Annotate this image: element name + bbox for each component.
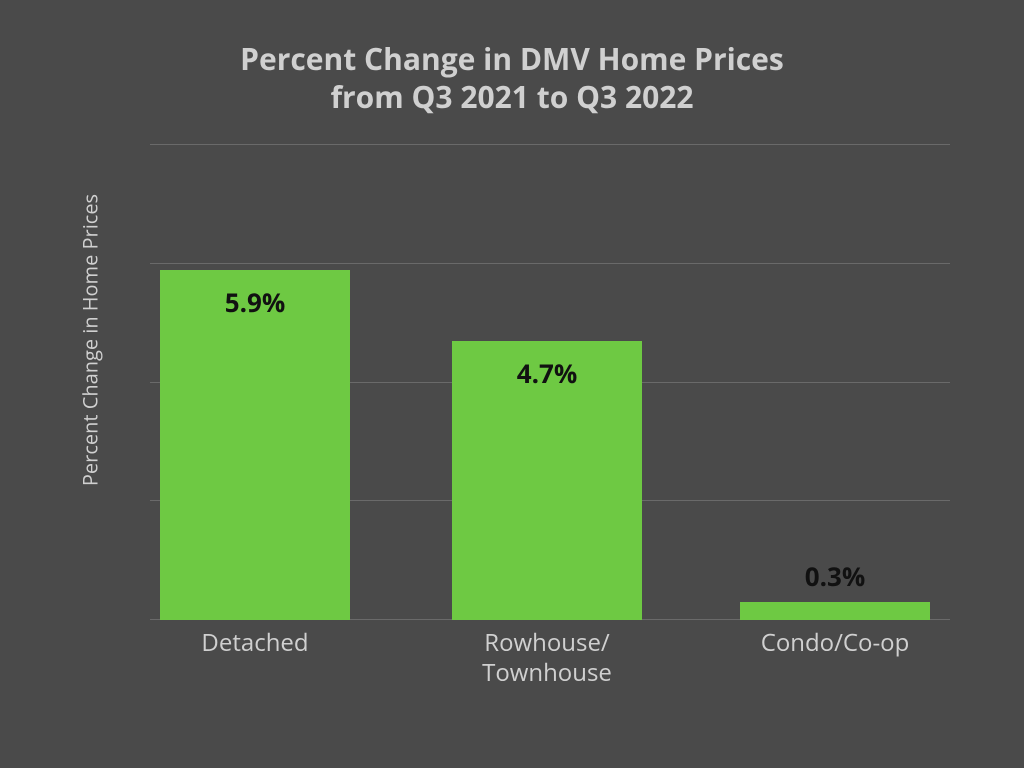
plot-area: 5.9% 4.7% 0.3% [150, 145, 950, 620]
gridline [150, 263, 950, 264]
chart-title-line2: from Q3 2021 to Q3 2022 [330, 76, 693, 117]
chart-container: Percent Change in DMV Home Prices from Q… [0, 0, 1024, 768]
bar [160, 270, 350, 620]
y-axis-label: Percent Change in Home Prices [77, 194, 104, 486]
bar-value-label: 4.7% [452, 355, 642, 391]
x-axis-category-label: Rowhouse/Townhouse [422, 628, 672, 688]
x-axis-category-label: Detached [130, 628, 380, 658]
bar-value-label: 0.3% [740, 558, 930, 594]
bar [740, 602, 930, 620]
chart-title: Percent Change in DMV Home Prices from Q… [0, 40, 1024, 115]
bar-value-label: 5.9% [160, 284, 350, 320]
x-axis-category-label: Condo/Co-op [710, 628, 960, 658]
gridline [150, 144, 950, 145]
chart-title-line1: Percent Change in DMV Home Prices [240, 38, 784, 79]
